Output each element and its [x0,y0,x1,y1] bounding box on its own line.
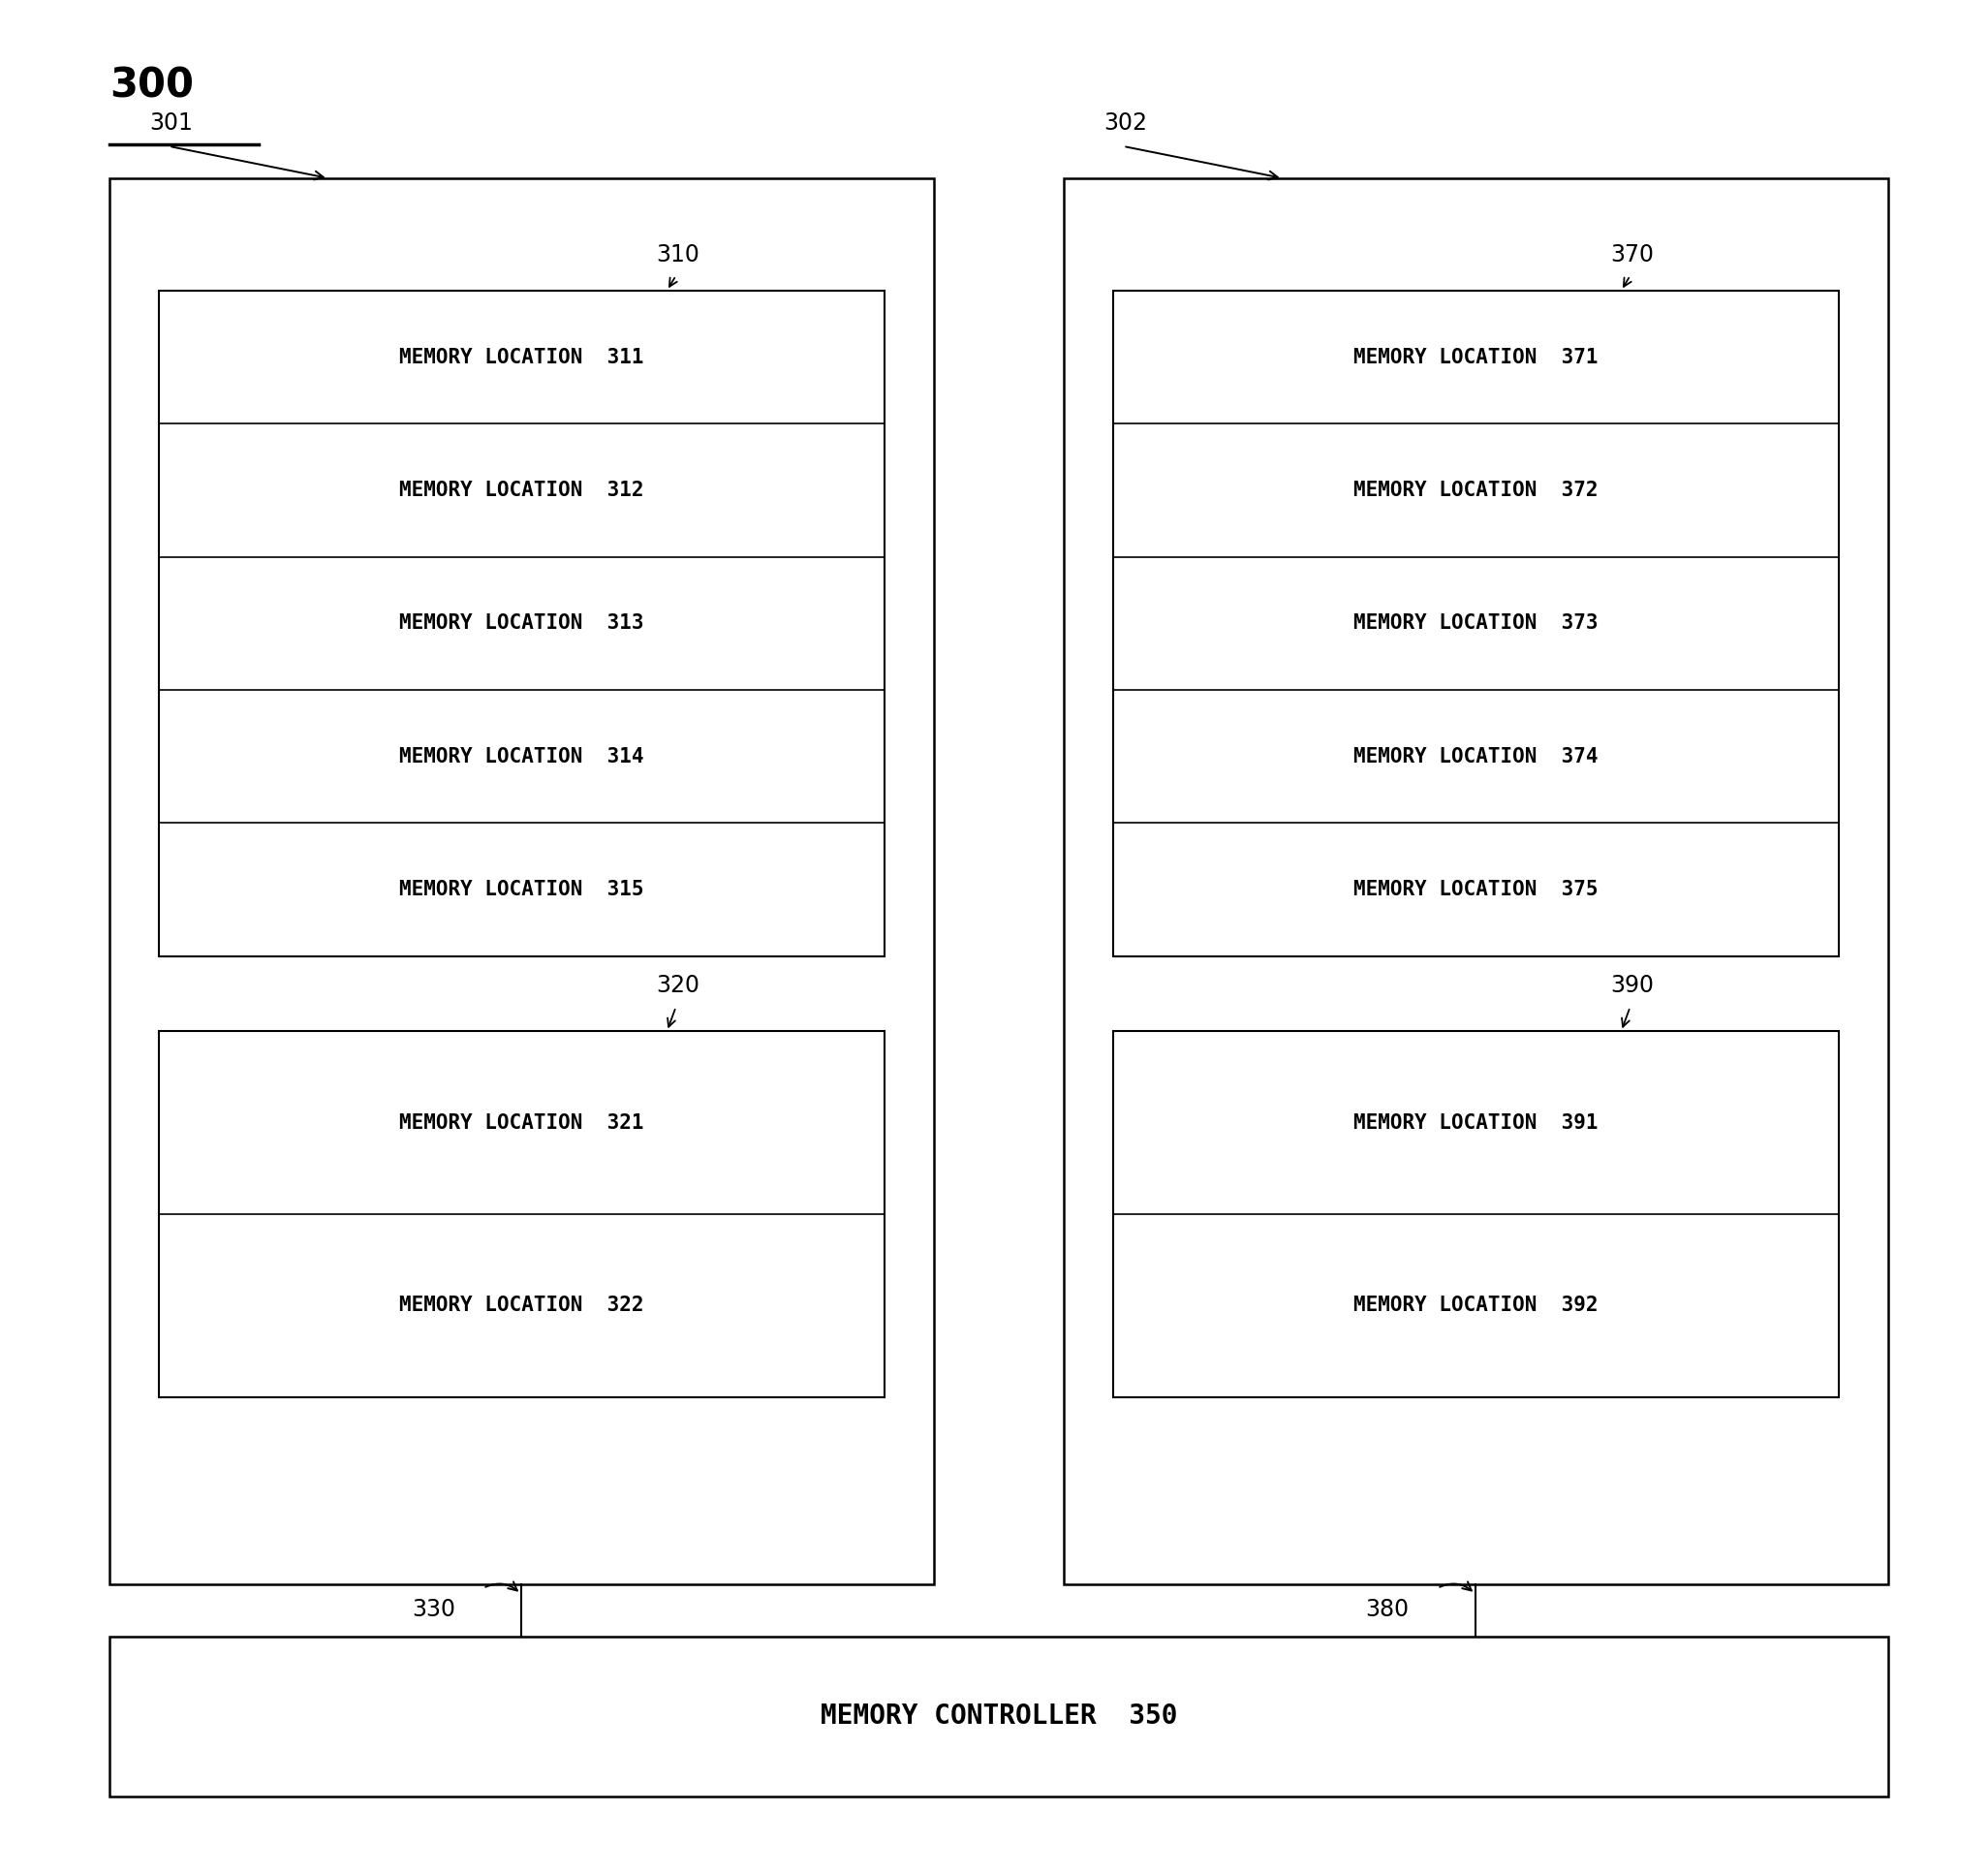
Text: MEMORY LOCATION  375: MEMORY LOCATION 375 [1354,879,1598,900]
Text: MEMORY LOCATION  371: MEMORY LOCATION 371 [1354,347,1598,368]
Text: MEMORY LOCATION  314: MEMORY LOCATION 314 [400,746,644,767]
Text: 301: 301 [149,112,193,135]
Text: 330: 330 [412,1597,455,1620]
Text: MEMORY LOCATION  374: MEMORY LOCATION 374 [1354,746,1598,767]
Bar [1064,178,1889,1584]
Text: MEMORY LOCATION  321: MEMORY LOCATION 321 [400,1114,644,1132]
Bar [159,1031,885,1397]
Text: 310: 310 [656,244,700,266]
Text: MEMORY LOCATION  312: MEMORY LOCATION 312 [400,480,644,501]
Bar [159,291,885,956]
Bar [109,178,934,1584]
Text: MEMORY LOCATION  373: MEMORY LOCATION 373 [1354,613,1598,634]
Text: MEMORY LOCATION  313: MEMORY LOCATION 313 [400,613,644,634]
Bar [109,1637,1889,1796]
Text: MEMORY LOCATION  311: MEMORY LOCATION 311 [400,347,644,368]
Bar [1113,1031,1839,1397]
Text: MEMORY LOCATION  392: MEMORY LOCATION 392 [1354,1296,1598,1314]
Text: MEMORY LOCATION  391: MEMORY LOCATION 391 [1354,1114,1598,1132]
Bar [1113,291,1839,956]
Text: 300: 300 [109,66,193,107]
Text: 302: 302 [1103,112,1147,135]
Text: MEMORY LOCATION  315: MEMORY LOCATION 315 [400,879,644,900]
Text: MEMORY LOCATION  372: MEMORY LOCATION 372 [1354,480,1598,501]
Text: 320: 320 [656,975,700,998]
Text: 380: 380 [1366,1597,1409,1620]
Text: 370: 370 [1610,244,1654,266]
Text: MEMORY LOCATION  322: MEMORY LOCATION 322 [400,1296,644,1314]
Text: MEMORY CONTROLLER  350: MEMORY CONTROLLER 350 [821,1702,1177,1731]
Text: 390: 390 [1610,975,1654,998]
